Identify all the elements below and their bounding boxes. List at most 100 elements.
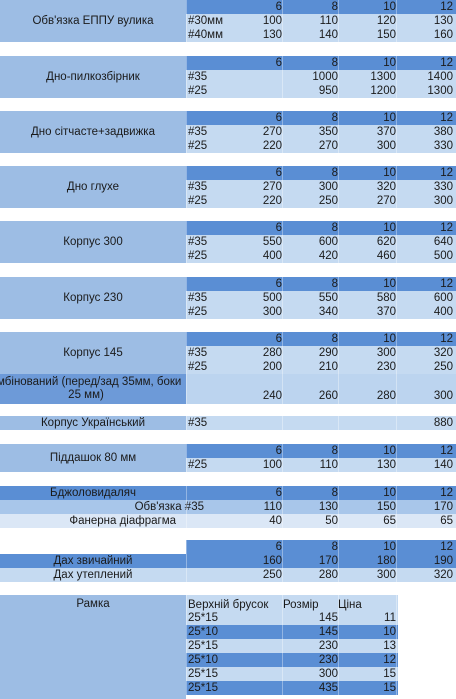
row-value: 270 [318, 140, 338, 152]
ramka-tsina: 13 [383, 640, 396, 652]
row-label: Обв'язка #35 [134, 501, 204, 513]
row-value: 110 [319, 15, 338, 27]
header-row: Бджоловидаляч 6 8 10 12 [0, 486, 456, 500]
row-value: 250 [433, 361, 453, 373]
section-title-text: Піддашок 80 мм [49, 451, 137, 464]
header-col-12: 12 [440, 222, 453, 234]
section-title-text: Дно-пилкозбірник [46, 70, 140, 83]
header-col-8: 8 [331, 57, 338, 69]
header-col-10: 10 [383, 222, 396, 234]
combined-row: омбінований (перед/зад 35мм, боки 25 мм)… [0, 374, 456, 404]
table-row: #35 880 [186, 416, 456, 430]
header-col-12: 12 [440, 333, 453, 345]
header-col-12: 12 [440, 1, 453, 13]
row-value: 150 [376, 29, 396, 41]
ramka-rozmir: 230 [318, 654, 338, 666]
row-label: #35 [188, 181, 208, 193]
table-row: 25*15 230 13 [186, 639, 398, 653]
ramka-header: Верхній брусок Розмір Ціна [186, 595, 398, 615]
section-title-text: Обв'язка ЕППУ вулика [32, 14, 154, 27]
header-col-6: 6 [275, 278, 282, 290]
ramka-tsina: 10 [383, 626, 396, 638]
row-value: 110 [263, 501, 282, 513]
table-row: #35 270 350 370 380 #25 220 270 300 330 [186, 125, 456, 153]
row-value: 250 [318, 195, 338, 207]
section-title-dno-sitch: Дно сітчасте+задвижка [0, 111, 186, 153]
header-col-10: 10 [383, 541, 396, 553]
row-label: #35 [188, 347, 208, 359]
row-value: 1000 [312, 71, 338, 83]
section-title-korpus-ukr: Корпус Український [0, 416, 186, 430]
header-col-6: 6 [275, 222, 282, 234]
header-col-10: 10 [383, 1, 396, 13]
row-value: 300 [433, 195, 453, 207]
ramka-tsina: 15 [383, 682, 396, 694]
row-label: Фанерна діафрагма [69, 515, 176, 527]
header-col-8: 8 [331, 112, 338, 124]
row-label: #25 [188, 85, 208, 97]
header-col-12: 12 [440, 57, 453, 69]
header-col-12: 12 [440, 487, 453, 499]
header-col-6: 6 [275, 333, 282, 345]
row-label: #35 [188, 71, 208, 83]
header-col-10: 10 [383, 333, 396, 345]
row-value: 250 [262, 569, 282, 581]
row-value: 140 [318, 29, 338, 41]
row-label: Дах звичайний [53, 555, 133, 567]
ramka-brusok: 25*15 [188, 612, 219, 624]
row-value: 1200 [370, 85, 396, 97]
header-row: 6 8 10 12 [186, 166, 456, 180]
section-title-text: Корпус 300 [63, 235, 123, 248]
header-col-6: 6 [275, 112, 282, 124]
row-value: 300 [376, 347, 396, 359]
row-value: 370 [376, 306, 396, 318]
row-value: 130 [262, 29, 282, 41]
row-value: 420 [318, 250, 338, 262]
table-row: 25*10 230 12 [186, 653, 398, 667]
combined-values: 240 260 280 300 [186, 374, 456, 404]
combined-title-text: омбінований (перед/зад 35мм, боки 25 мм) [0, 376, 182, 401]
table-row: 25*15 435 15 [186, 681, 398, 695]
ramka-brusok: 25*15 [188, 682, 219, 694]
header-col-12: 12 [440, 167, 453, 179]
ramka-rozmir: 145 [318, 612, 338, 624]
section-title-ramka: Рамка [0, 595, 186, 699]
row-label: #25 [188, 195, 208, 207]
row-label: #25 [188, 459, 208, 471]
header-col-10: 10 [383, 278, 396, 290]
row-value: 300 [376, 140, 396, 152]
row-value: 280 [376, 390, 396, 402]
header-col-12: 12 [440, 445, 453, 457]
ramka-table: Верхній брусок Розмір Ціна 25*15 145 11 … [186, 595, 398, 699]
header-row: 6 8 10 12 [186, 0, 456, 14]
row-value: 230 [376, 361, 396, 373]
section-title-text: Дно глухе [66, 180, 120, 193]
ramka-brusok: 25*15 [188, 668, 219, 680]
row-value: 950 [318, 85, 338, 97]
row-value: 100 [262, 459, 282, 471]
row-value: 500 [433, 250, 453, 262]
row-value: 100 [262, 15, 282, 27]
table-row: #25 100 110 130 140 [186, 458, 456, 472]
row-value: 600 [318, 236, 338, 248]
row-value: 400 [262, 250, 282, 262]
section-title-bdzholo: Бджоловидаляч [50, 487, 136, 499]
section-title-text: Рамка [76, 598, 110, 610]
table-row: Дах утеплений 250 280 300 320 [0, 568, 456, 582]
header-col-6: 6 [275, 57, 282, 69]
section-title-korpus-230: Корпус 230 [0, 277, 186, 319]
row-value: 210 [318, 361, 338, 373]
header-col-8: 8 [331, 222, 338, 234]
row-value: 170 [433, 501, 453, 513]
row-value: 460 [376, 250, 396, 262]
header-col-8: 8 [331, 445, 338, 457]
header-col-8: 8 [331, 167, 338, 179]
table-row: #35 270 300 320 330 #25 220 250 270 300 [186, 180, 456, 208]
row-value: 550 [262, 236, 282, 248]
row-value: 220 [262, 195, 282, 207]
row-value: 130 [318, 501, 338, 513]
header-col-6: 6 [275, 167, 282, 179]
section-title-text: Дно сітчасте+задвижка [31, 125, 155, 138]
row-label: #30мм [188, 15, 223, 27]
header-col-8: 8 [331, 487, 338, 499]
